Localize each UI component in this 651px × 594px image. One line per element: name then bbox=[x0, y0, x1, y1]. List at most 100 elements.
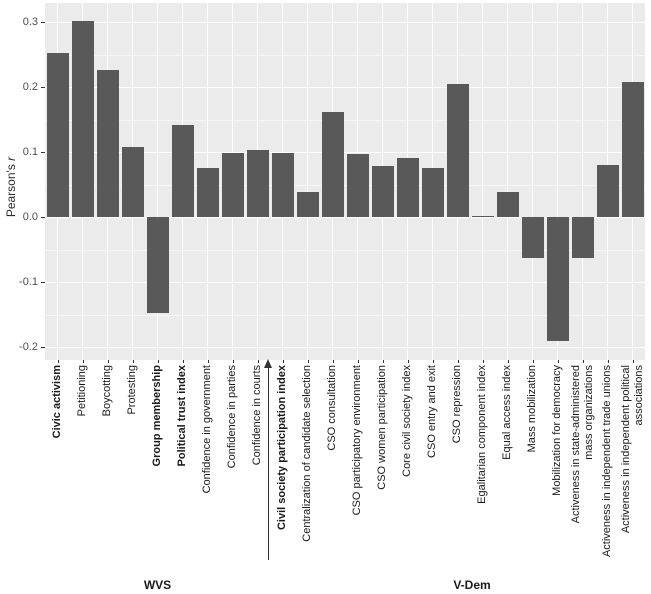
gridline-vertical bbox=[582, 3, 583, 360]
bar bbox=[396, 157, 419, 217]
y-tick-mark bbox=[41, 22, 45, 23]
x-axis-label: CSO repression bbox=[451, 365, 463, 444]
gridline-minor bbox=[45, 54, 645, 56]
x-tick-mark bbox=[57, 360, 59, 363]
gridline-vertical bbox=[532, 3, 533, 360]
y-tick-mark bbox=[41, 282, 45, 283]
bar bbox=[471, 215, 494, 217]
bar bbox=[246, 150, 269, 217]
x-tick-mark bbox=[282, 360, 284, 363]
x-tick-mark bbox=[232, 360, 234, 363]
bar bbox=[571, 217, 594, 258]
y-tick-mark bbox=[41, 347, 45, 348]
annotation-arrow-up-icon bbox=[264, 359, 273, 368]
x-tick-mark bbox=[632, 360, 634, 363]
gridline-vertical bbox=[307, 3, 308, 360]
x-axis-label: Group membership bbox=[151, 365, 163, 467]
y-axis-title-text: Pearson's bbox=[4, 164, 18, 218]
bar bbox=[371, 165, 394, 217]
bar bbox=[521, 217, 544, 258]
bar bbox=[321, 111, 344, 217]
x-axis-label: CSO women participation bbox=[376, 365, 388, 490]
x-tick-mark bbox=[257, 360, 259, 363]
bar bbox=[296, 192, 319, 217]
gridline-minor bbox=[45, 119, 645, 121]
bar bbox=[221, 153, 244, 217]
group-label-wvs: WVS bbox=[143, 578, 172, 592]
x-tick-mark bbox=[607, 360, 609, 363]
bar bbox=[496, 192, 519, 217]
x-axis-label: Equal access index bbox=[501, 365, 513, 460]
x-axis-label: Petitioning bbox=[76, 365, 88, 417]
x-axis-label: Political trust index bbox=[176, 365, 188, 467]
x-axis-label: Boycotting bbox=[101, 365, 113, 417]
plot-panel bbox=[45, 3, 645, 360]
x-axis-label: Centralization of candidate selection bbox=[301, 365, 313, 542]
x-tick-mark bbox=[307, 360, 309, 363]
bar bbox=[621, 82, 644, 217]
gridline-major bbox=[45, 282, 645, 283]
x-axis-label: Mobilization for democracy bbox=[551, 365, 563, 496]
y-tick-mark bbox=[41, 217, 45, 218]
bar bbox=[346, 153, 369, 217]
group-label-vdem: V-Dem bbox=[453, 578, 491, 592]
x-axis-label: Confidence in parties bbox=[226, 365, 238, 469]
gridline-vertical bbox=[557, 3, 558, 360]
gridline-vertical bbox=[157, 3, 158, 360]
gridline-major bbox=[45, 152, 645, 153]
y-tick-label: -0.2 bbox=[19, 341, 38, 353]
bar bbox=[121, 146, 144, 217]
x-tick-mark bbox=[432, 360, 434, 363]
x-axis-label: Activeness in independent political assoc… bbox=[619, 365, 645, 534]
gridline-minor bbox=[45, 314, 645, 316]
x-axis-label: CSO entry and exit bbox=[426, 365, 438, 458]
bar bbox=[46, 53, 69, 217]
annotation-arrow-line bbox=[267, 367, 269, 560]
x-axis-label: Protesting bbox=[126, 365, 138, 415]
bar bbox=[596, 165, 619, 217]
x-tick-mark bbox=[182, 360, 184, 363]
x-tick-mark bbox=[482, 360, 484, 363]
x-axis-label: Activeness in independent trade unions bbox=[601, 365, 613, 558]
x-tick-mark bbox=[557, 360, 559, 363]
bar bbox=[71, 20, 94, 217]
x-tick-mark bbox=[382, 360, 384, 363]
gridline-major bbox=[45, 22, 645, 23]
x-tick-mark bbox=[332, 360, 334, 363]
x-axis-label: Activeness in state-administered mass org… bbox=[569, 365, 595, 524]
x-axis-label: Civic activism bbox=[51, 365, 63, 439]
y-tick-label: -0.1 bbox=[19, 276, 38, 288]
y-tick-mark bbox=[41, 87, 45, 88]
x-tick-mark bbox=[507, 360, 509, 363]
x-axis-label: Core civil society index bbox=[401, 365, 413, 477]
x-tick-mark bbox=[582, 360, 584, 363]
gridline-vertical bbox=[482, 3, 483, 360]
y-tick-mark bbox=[41, 152, 45, 153]
y-tick-label: 0.3 bbox=[22, 16, 38, 28]
gridline-minor bbox=[45, 184, 645, 186]
bar bbox=[146, 217, 169, 314]
bar bbox=[196, 168, 219, 217]
x-axis-label: Civil society participation index bbox=[276, 365, 288, 531]
x-axis-label: CSO consultation bbox=[326, 365, 338, 451]
x-axis-label: Confidence in courts bbox=[251, 365, 263, 466]
x-tick-mark bbox=[207, 360, 209, 363]
x-tick-mark bbox=[82, 360, 84, 363]
bar bbox=[421, 167, 444, 217]
x-axis-label: Egalitarian component index bbox=[476, 365, 488, 504]
y-axis-title: Pearson's r bbox=[4, 157, 18, 217]
x-tick-mark bbox=[457, 360, 459, 363]
y-tick-label: 0.0 bbox=[22, 211, 38, 223]
x-tick-mark bbox=[357, 360, 359, 363]
gridline-major bbox=[45, 87, 645, 88]
x-tick-mark bbox=[107, 360, 109, 363]
bar bbox=[446, 83, 469, 217]
y-tick-label: 0.1 bbox=[22, 146, 38, 158]
gridline-major bbox=[45, 347, 645, 348]
x-axis-label: CSO participatory environment bbox=[351, 365, 363, 516]
x-tick-mark bbox=[532, 360, 534, 363]
bar bbox=[271, 153, 294, 217]
bar bbox=[546, 217, 569, 341]
gridline-major bbox=[45, 217, 645, 218]
bar bbox=[96, 70, 119, 217]
